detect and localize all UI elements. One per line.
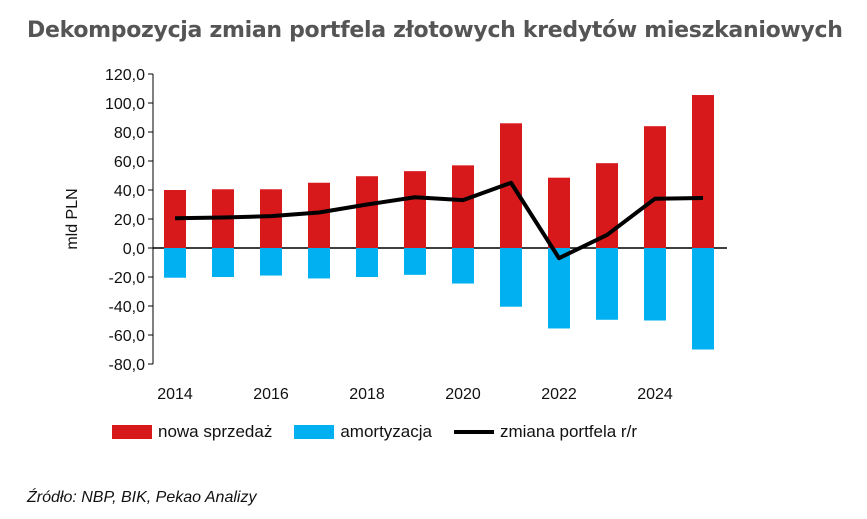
legend-swatch-blue: [294, 425, 335, 439]
y-tick-label: 40,0: [114, 183, 145, 200]
source-note: Źródło: NBP, BIK, Pekao Analizy: [27, 489, 257, 506]
y-tick-label: -80,0: [109, 357, 146, 374]
bar-nowa-sprzedaż-2023: [596, 163, 618, 248]
y-tick-label: -20,0: [109, 270, 146, 287]
bar-amortyzacja-2020: [452, 248, 474, 284]
y-tick-label: 100,0: [105, 96, 145, 113]
legend-item-nowa-sprzedaz: nowa sprzedaż: [112, 422, 272, 442]
bar-amortyzacja-2025: [692, 248, 714, 350]
bar-nowa-sprzedaż-2014: [164, 190, 186, 248]
bar-nowa-sprzedaż-2025: [692, 95, 714, 249]
y-tick-label: 20,0: [114, 212, 145, 229]
bar-amortyzacja-2022: [548, 248, 570, 329]
y-tick-label: 120,0: [105, 67, 145, 84]
y-tick-label: 0,0: [123, 241, 145, 258]
x-tick-label: 2020: [445, 386, 481, 403]
legend-item-amortyzacja: amortyzacja: [294, 422, 432, 442]
x-tick-label: 2022: [541, 386, 577, 403]
y-tick-label: -60,0: [109, 328, 146, 345]
bar-nowa-sprzedaż-2017: [308, 182, 330, 248]
chart-title: Dekompozycja zmian portfela złotowych kr…: [27, 18, 843, 43]
bar-amortyzacja-2016: [260, 248, 282, 276]
y-axis-label: mld PLN: [64, 188, 81, 249]
bar-amortyzacja-2019: [404, 248, 426, 275]
bar-amortyzacja-2023: [596, 248, 618, 320]
line-zmiana-portfela: [174, 180, 704, 261]
bar-nowa-sprzedaż-2016: [260, 189, 282, 248]
bar-amortyzacja-2017: [308, 248, 330, 279]
legend-item-zmiana-portfela: zmiana portfela r/r: [453, 422, 637, 442]
y-tick-label: 80,0: [114, 125, 145, 142]
bar-nowa-sprzedaż-2020: [452, 165, 474, 248]
y-tick-label: -40,0: [109, 299, 146, 316]
bar-nowa-sprzedaż-2024: [644, 126, 666, 248]
bar-amortyzacja-2015: [212, 248, 234, 277]
legend-label: amortyzacja: [340, 422, 432, 441]
bar-amortyzacja-2014: [164, 248, 186, 278]
bar-nowa-sprzedaż-2022: [548, 177, 570, 248]
y-tick-label: 60,0: [114, 154, 145, 171]
x-tick-label: 2018: [349, 386, 385, 403]
legend-line-black: [453, 430, 494, 434]
bar-amortyzacja-2018: [356, 248, 378, 277]
bar-nowa-sprzedaż-2018: [356, 176, 378, 248]
x-tick-label: 2024: [637, 386, 673, 403]
bar-nowa-sprzedaż-2019: [404, 171, 426, 248]
legend: nowa sprzedaż amortyzacja zmiana portfel…: [112, 422, 659, 442]
bar-amortyzacja-2021: [500, 248, 522, 307]
legend-label: zmiana portfela r/r: [499, 422, 637, 441]
legend-swatch-red: [112, 425, 152, 439]
bar-amortyzacja-2024: [644, 248, 666, 321]
x-tick-label: 2014: [157, 386, 193, 403]
legend-label: nowa sprzedaż: [158, 422, 273, 441]
x-tick-label: 2016: [253, 386, 289, 403]
